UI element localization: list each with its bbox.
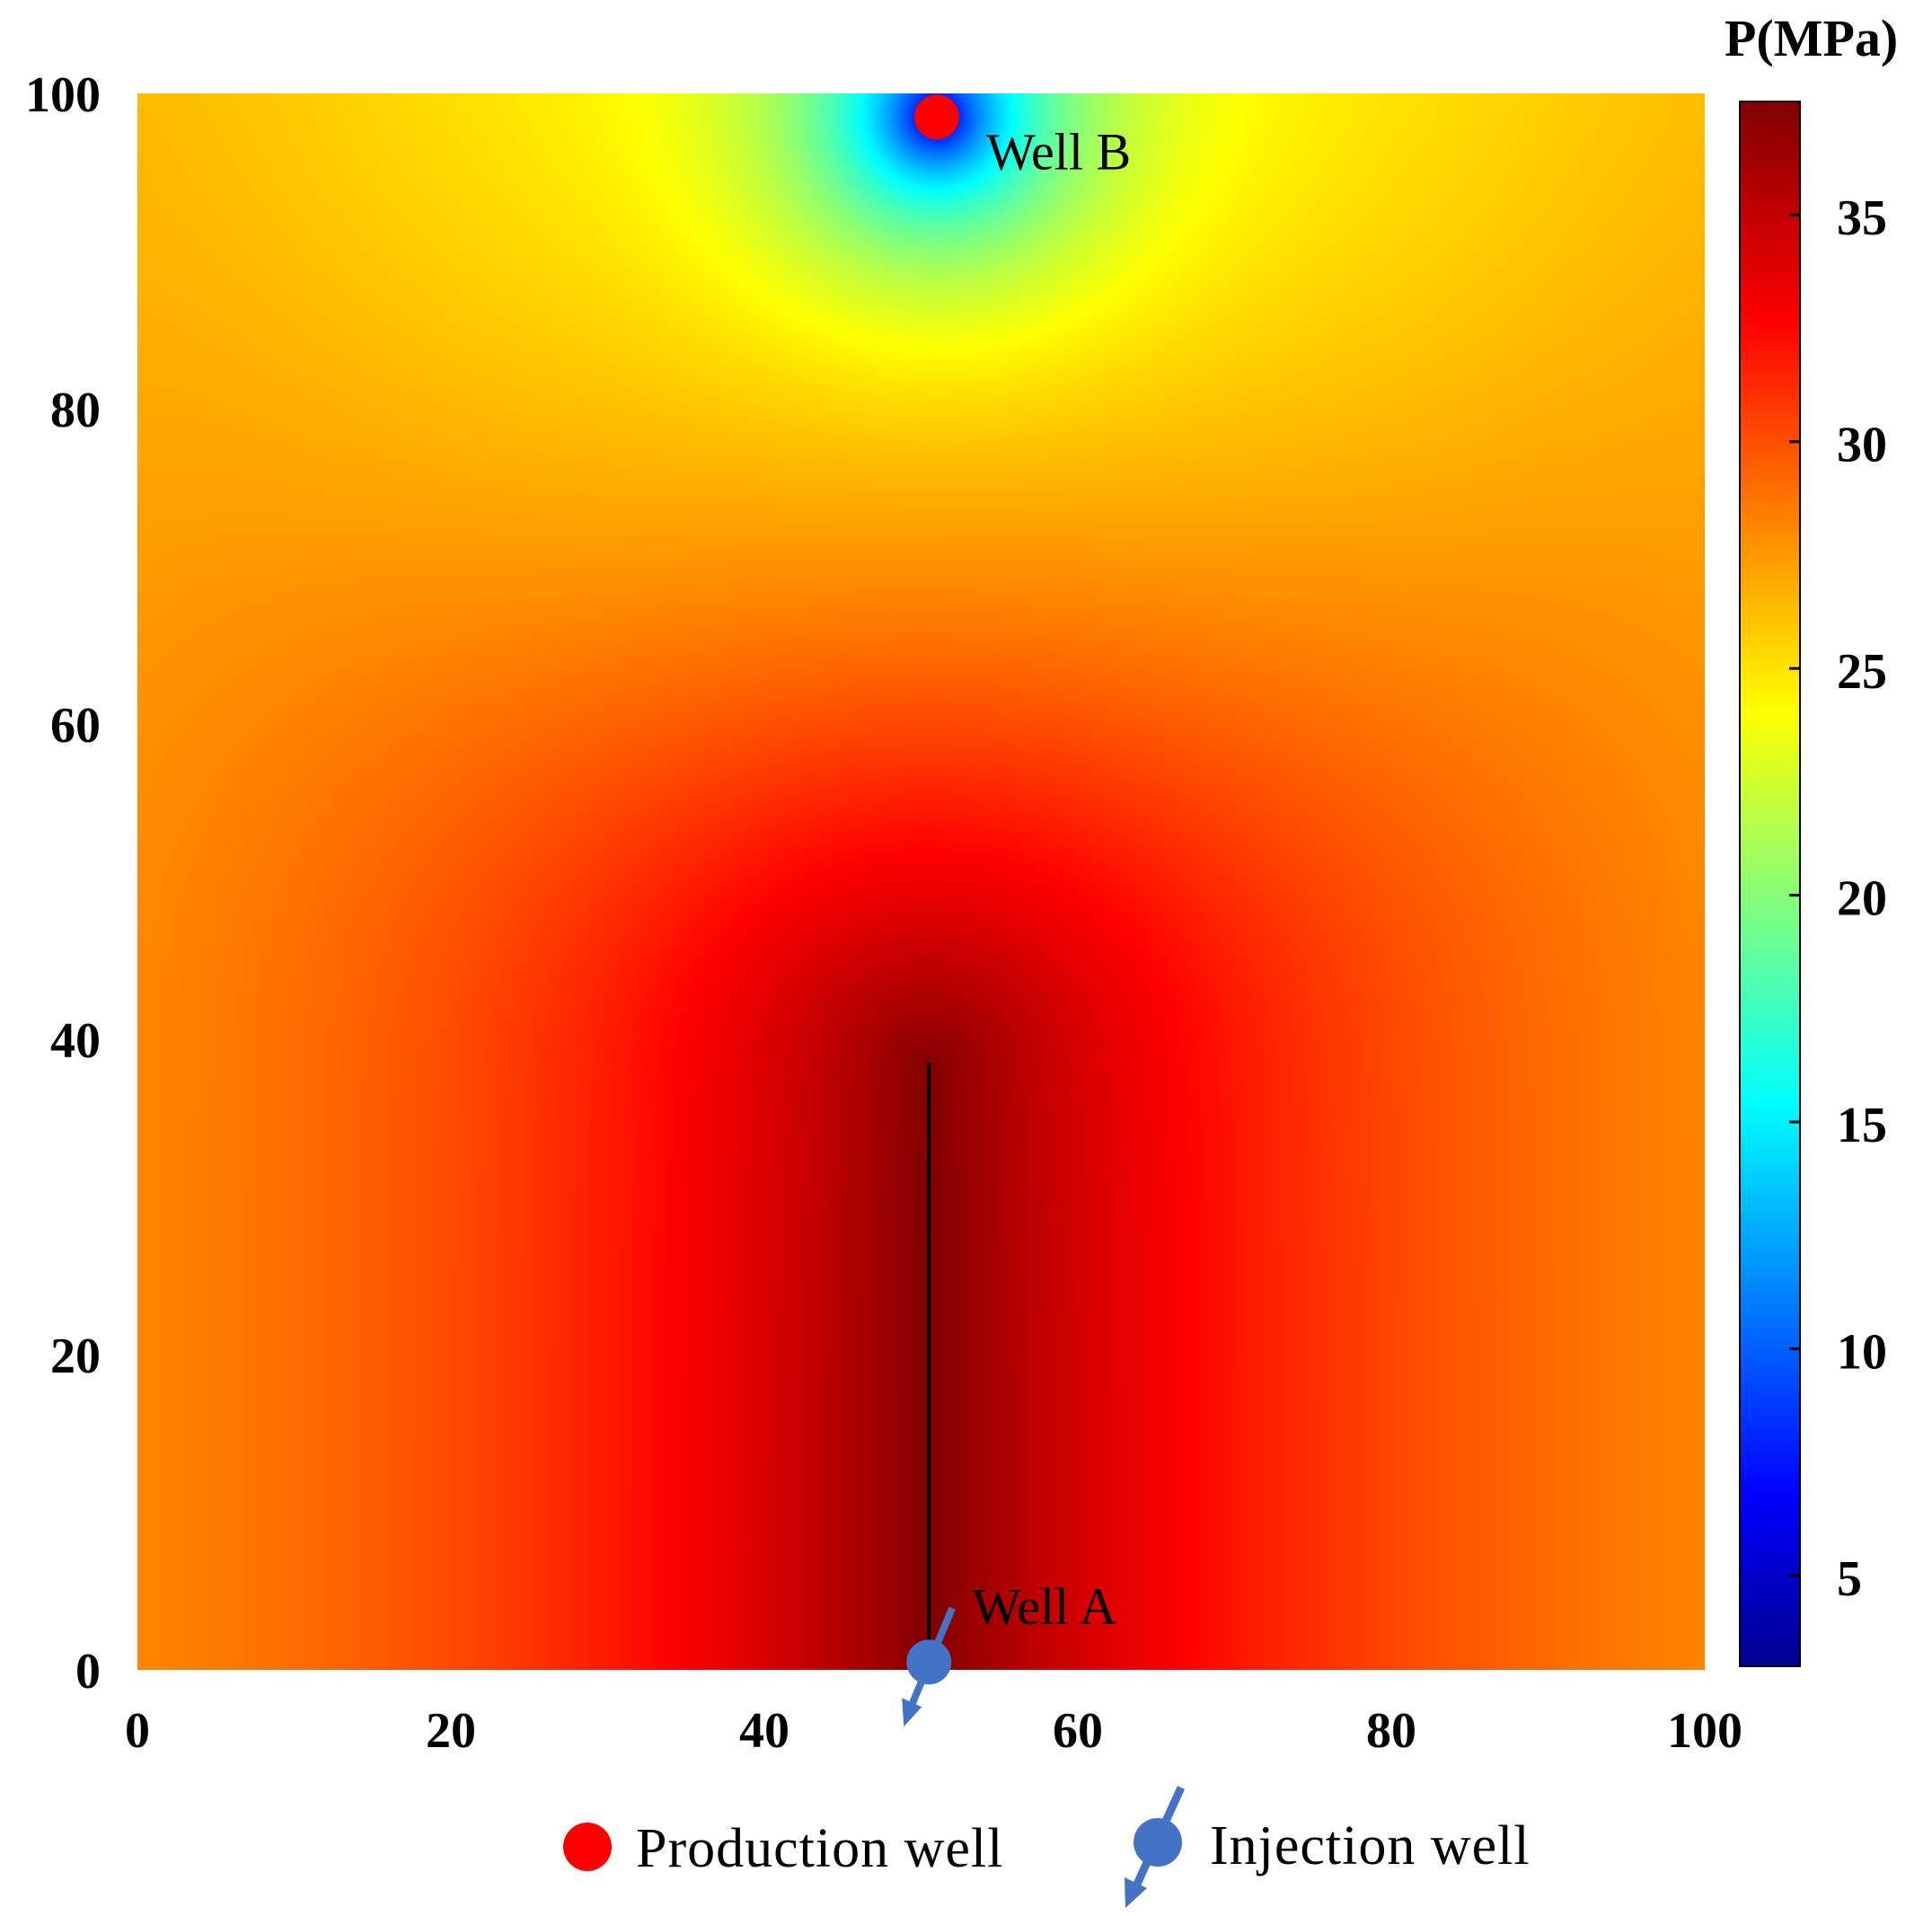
colorbar-ticks: 5 10 15 20 25 30 35 bbox=[1789, 190, 1887, 1607]
x-tick-label: 80 bbox=[1366, 1703, 1416, 1759]
y-axis-ticks: 0 20 40 60 80 100 bbox=[25, 67, 101, 1700]
pressure-heatmap bbox=[137, 93, 1705, 1670]
colorbar-tick-label: 20 bbox=[1837, 871, 1887, 927]
colorbar: 5 10 15 20 25 30 35 P(MPa) bbox=[1725, 9, 1898, 1667]
x-tick-label: 20 bbox=[426, 1703, 476, 1759]
colorbar-tick-label: 10 bbox=[1837, 1325, 1887, 1381]
injection-well-marker-plot: Well A bbox=[902, 1577, 1117, 1727]
x-tick-label: 60 bbox=[1053, 1703, 1103, 1759]
legend-label-production: Production well bbox=[636, 1818, 1003, 1879]
production-well-marker bbox=[563, 1823, 612, 1871]
colorbar-tick-label: 30 bbox=[1837, 418, 1887, 473]
x-tick-label: 0 bbox=[125, 1703, 150, 1759]
x-axis-ticks: 0 20 40 60 80 100 bbox=[125, 1703, 1742, 1759]
x-tick-label: 40 bbox=[739, 1703, 790, 1759]
legend: Production well Injection well bbox=[563, 1786, 1531, 1908]
production-well-dot bbox=[913, 94, 959, 140]
y-tick-label: 20 bbox=[50, 1329, 101, 1384]
colorbar-title: P(MPa) bbox=[1725, 9, 1898, 67]
production-well-marker-plot: Well B bbox=[913, 94, 1131, 181]
colorbar-gradient bbox=[1739, 101, 1801, 1667]
y-tick-label: 80 bbox=[50, 383, 101, 438]
y-tick-label: 0 bbox=[75, 1644, 101, 1700]
wells: Well B Well A bbox=[902, 94, 1131, 1727]
colorbar-tick-label: 5 bbox=[1837, 1551, 1862, 1607]
injection-well-dot bbox=[906, 1639, 952, 1685]
legend-item-production: Production well bbox=[563, 1818, 1003, 1879]
injection-arrow-head-plot bbox=[902, 1698, 922, 1727]
legend-label-injection: Injection well bbox=[1210, 1815, 1531, 1876]
injection-arrow-head bbox=[1125, 1877, 1147, 1908]
well-label: Well A bbox=[972, 1577, 1116, 1636]
colorbar-tick-label: 35 bbox=[1837, 190, 1887, 246]
well-label: Well B bbox=[986, 122, 1131, 181]
colorbar-tick-label: 25 bbox=[1837, 644, 1887, 700]
y-tick-label: 100 bbox=[25, 67, 101, 123]
y-tick-label: 40 bbox=[50, 1013, 101, 1069]
injection-well-marker bbox=[1134, 1818, 1182, 1867]
y-tick-label: 60 bbox=[50, 698, 101, 754]
x-tick-label: 100 bbox=[1667, 1703, 1742, 1759]
colorbar-tick-label: 15 bbox=[1837, 1098, 1887, 1153]
legend-item-injection: Injection well bbox=[1125, 1786, 1531, 1908]
